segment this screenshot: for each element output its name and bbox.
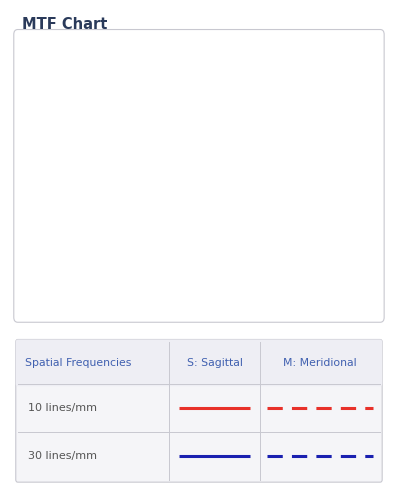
Text: MTF Chart: MTF Chart (22, 17, 107, 32)
Text: Spatial Frequencies: Spatial Frequencies (25, 358, 131, 368)
Text: f=1.8: f=1.8 (346, 305, 377, 315)
FancyBboxPatch shape (16, 339, 382, 482)
Text: S: Sagittal: S: Sagittal (187, 358, 243, 368)
Text: M: Meridional: M: Meridional (283, 358, 357, 368)
Legend: S10, M10, S30, M30: S10, M10, S30, M30 (49, 299, 264, 317)
FancyBboxPatch shape (16, 339, 382, 386)
Text: 10 lines/mm: 10 lines/mm (28, 403, 97, 413)
Text: 30 lines/mm: 30 lines/mm (28, 451, 97, 461)
